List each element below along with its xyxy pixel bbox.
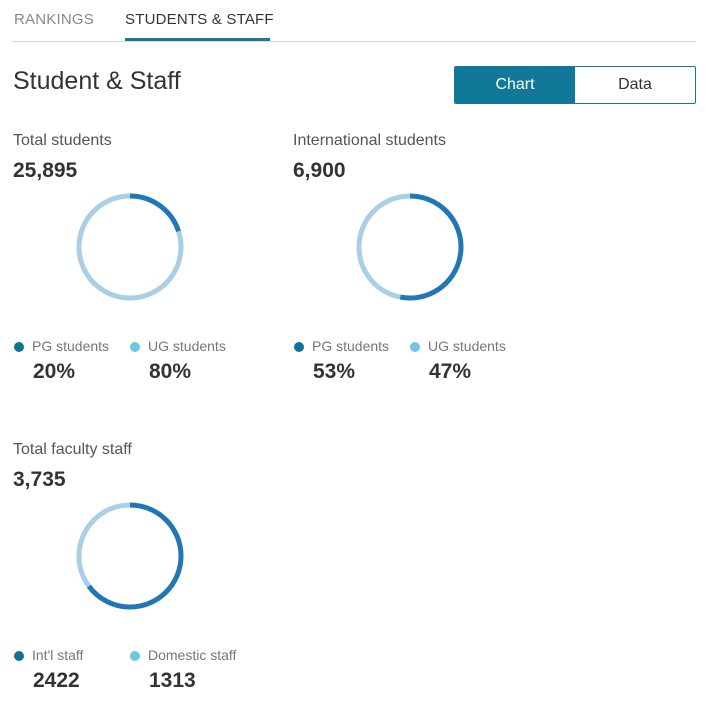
card-total: 25,895: [13, 159, 78, 182]
donut-segment-secondary: [76, 502, 184, 610]
donut-chart: [76, 502, 184, 610]
legend-dot-primary: [14, 342, 24, 352]
legend-item: UG students: [410, 338, 506, 354]
tab-bar: RANKINGS STUDENTS & STAFF: [13, 0, 696, 42]
legend-item: PG students: [14, 338, 109, 354]
donut-segment-secondary: [356, 193, 464, 301]
legend-dot-secondary: [130, 342, 140, 352]
page-title: Student & Staff: [13, 67, 181, 95]
legend-label: Domestic staff: [148, 647, 237, 663]
legend-value: 47%: [429, 360, 472, 383]
legend-dot-secondary: [130, 651, 140, 661]
card-label: Total faculty staff: [13, 441, 132, 458]
legend-label: PG students: [312, 338, 390, 354]
total-students-card: Total students 25,895 PG students 20% UG…: [13, 132, 283, 392]
legend-label: UG students: [148, 338, 226, 354]
tab-students-staff[interactable]: STUDENTS & STAFF: [125, 11, 274, 28]
card-total: 3,735: [13, 468, 66, 491]
donut-chart: [76, 193, 184, 301]
donut-chart: [356, 193, 464, 301]
legend-item: PG students: [294, 338, 389, 354]
legend-label: UG students: [428, 338, 506, 354]
legend-item: UG students: [130, 338, 226, 354]
legend-dot-primary: [14, 651, 24, 661]
legend-item: Int'l staff: [14, 647, 83, 663]
legend-value: 80%: [149, 360, 192, 383]
legend-value: 2422: [33, 669, 80, 692]
legend-value: 1313: [149, 669, 196, 692]
legend-dot-primary: [294, 342, 304, 352]
donut-segment-secondary: [76, 193, 184, 301]
legend-dot-secondary: [410, 342, 420, 352]
card-label: International students: [293, 132, 446, 149]
chart-view-button[interactable]: Chart: [455, 67, 575, 103]
view-toggle: Chart Data: [454, 66, 696, 104]
legend-item: Domestic staff: [130, 647, 236, 663]
card-total: 6,900: [293, 159, 346, 182]
card-label: Total students: [13, 132, 112, 149]
international-students-card: International students 6,900 PG students…: [293, 132, 563, 392]
legend-label: PG students: [32, 338, 110, 354]
active-tab-indicator: [125, 38, 270, 41]
data-view-button[interactable]: Data: [575, 67, 695, 103]
faculty-staff-card: Total faculty staff 3,735 Int'l staff 24…: [13, 441, 283, 701]
legend-label: Int'l staff: [32, 647, 84, 663]
tab-rankings[interactable]: RANKINGS: [14, 11, 94, 28]
legend-value: 53%: [313, 360, 356, 383]
legend-value: 20%: [33, 360, 76, 383]
